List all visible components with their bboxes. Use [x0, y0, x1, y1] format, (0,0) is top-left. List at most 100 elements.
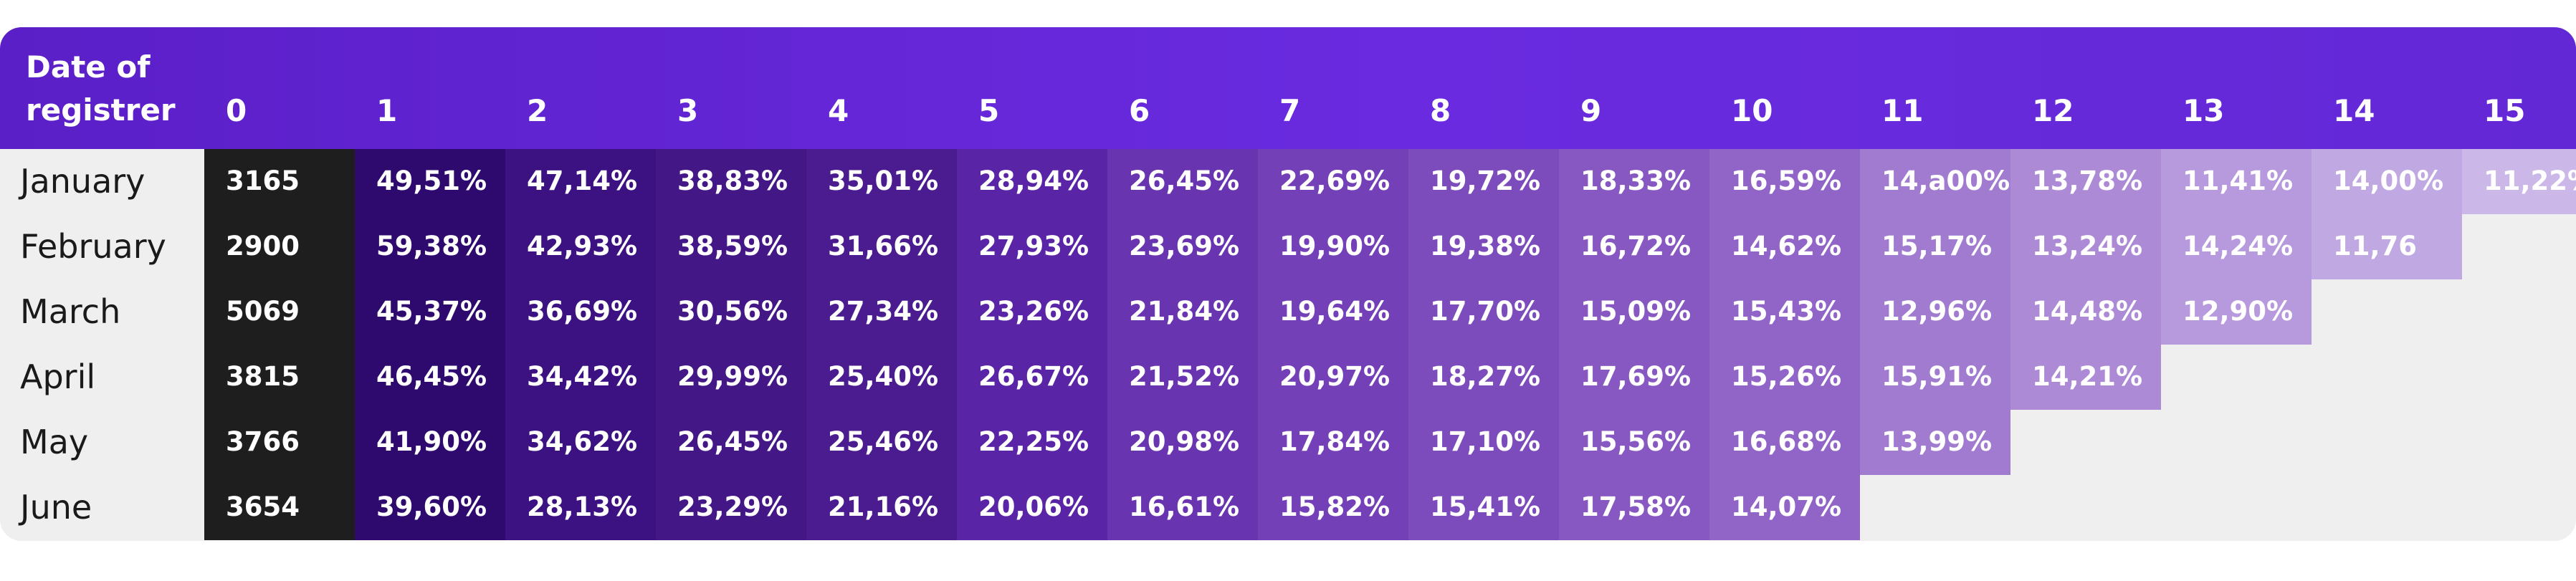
cohort-size-cell: 3766 — [204, 410, 355, 475]
retention-cell: 14,48% — [2010, 279, 2161, 345]
retention-cell: 14,24% — [2161, 214, 2312, 279]
header-date-of-registrer: Date of registrer — [26, 49, 176, 128]
column-header-1: 1 — [376, 93, 398, 128]
retention-cell: 11,41% — [2161, 149, 2312, 214]
retention-cell: 15,41% — [1408, 475, 1559, 540]
retention-cell: 12,90% — [2161, 279, 2312, 345]
retention-cell: 20,06% — [957, 475, 1107, 540]
retention-cell: 15,17% — [1860, 214, 2010, 279]
retention-cell: 16,61% — [1107, 475, 1258, 540]
retention-cell: 14,21% — [2010, 345, 2161, 410]
retention-cell: 27,93% — [957, 214, 1107, 279]
row-label-january: January — [20, 162, 146, 201]
column-header-8: 8 — [1430, 93, 1451, 128]
retention-cohort-table: Date of registrer 0 1 2 3 4 5 6 7 8 9 10 11 12 13 14 15… — [0, 27, 2576, 541]
retention-cell: 25,46% — [806, 410, 957, 475]
row-label-march: March — [20, 292, 121, 331]
retention-cell: 28,94% — [957, 149, 1107, 214]
retention-cell: 17,69% — [1559, 345, 1709, 410]
row-label-june: June — [20, 488, 92, 527]
retention-cell: 15,91% — [1860, 345, 2010, 410]
retention-cell: 19,72% — [1408, 149, 1559, 214]
retention-cell: 38,59% — [656, 214, 806, 279]
retention-cell: 23,69% — [1107, 214, 1258, 279]
retention-cell: 42,93% — [505, 214, 656, 279]
column-header-15: 15 — [2484, 93, 2526, 128]
retention-cell: 15,82% — [1258, 475, 1408, 540]
retention-cell: 16,72% — [1559, 214, 1709, 279]
retention-cell: 20,98% — [1107, 410, 1258, 475]
column-header-7: 7 — [1279, 93, 1301, 128]
row-label-february: February — [20, 227, 166, 266]
retention-cell: 18,27% — [1408, 345, 1559, 410]
retention-cell: 36,69% — [505, 279, 656, 345]
column-header-9: 9 — [1580, 93, 1602, 128]
retention-cell: 15,56% — [1559, 410, 1709, 475]
retention-cell: 11,76 — [2312, 214, 2462, 279]
column-header-6: 6 — [1129, 93, 1150, 128]
retention-cell: 34,62% — [505, 410, 656, 475]
cohort-size-cell: 3815 — [204, 345, 355, 410]
retention-cell: 14,00% — [2312, 149, 2462, 214]
column-header-11: 11 — [1881, 93, 1924, 128]
retention-cell: 22,69% — [1258, 149, 1408, 214]
retention-cell: 34,42% — [505, 345, 656, 410]
column-header-5: 5 — [978, 93, 1000, 128]
retention-cell: 23,26% — [957, 279, 1107, 345]
retention-cell: 14,07% — [1709, 475, 1860, 540]
retention-cell: 26,45% — [1107, 149, 1258, 214]
column-header-4: 4 — [828, 93, 849, 128]
retention-cell: 45,37% — [355, 279, 505, 345]
retention-cell: 39,60% — [355, 475, 505, 540]
retention-cell: 20,97% — [1258, 345, 1408, 410]
retention-cell: 21,52% — [1107, 345, 1258, 410]
column-header-2: 2 — [527, 93, 548, 128]
column-header-14: 14 — [2333, 93, 2375, 128]
column-header-3: 3 — [677, 93, 699, 128]
column-header-12: 12 — [2032, 93, 2074, 128]
retention-cell: 17,70% — [1408, 279, 1559, 345]
retention-cell: 30,56% — [656, 279, 806, 345]
retention-cell: 28,13% — [505, 475, 656, 540]
cohort-size-cell: 3654 — [204, 475, 355, 540]
retention-cell: 14,62% — [1709, 214, 1860, 279]
retention-cell: 17,84% — [1258, 410, 1408, 475]
retention-cell: 16,59% — [1709, 149, 1860, 214]
retention-cell: 21,16% — [806, 475, 957, 540]
retention-cell: 31,66% — [806, 214, 957, 279]
retention-cell: 14,a00% — [1860, 149, 2010, 214]
retention-cell: 35,01% — [806, 149, 957, 214]
retention-cell: 23,29% — [656, 475, 806, 540]
row-label-may: May — [20, 423, 89, 461]
row-label-april: April — [20, 357, 96, 396]
retention-cell: 22,25% — [957, 410, 1107, 475]
retention-cell: 17,10% — [1408, 410, 1559, 475]
retention-cell: 41,90% — [355, 410, 505, 475]
cohort-size-cell: 5069 — [204, 279, 355, 345]
retention-cell: 15,09% — [1559, 279, 1709, 345]
retention-cell: 15,43% — [1709, 279, 1860, 345]
retention-cell: 46,45% — [355, 345, 505, 410]
retention-cell: 26,45% — [656, 410, 806, 475]
retention-cell: 19,38% — [1408, 214, 1559, 279]
column-header-13: 13 — [2183, 93, 2225, 128]
retention-cell: 27,34% — [806, 279, 957, 345]
retention-cell: 18,33% — [1559, 149, 1709, 214]
retention-cell: 15,26% — [1709, 345, 1860, 410]
column-header-10: 10 — [1731, 93, 1773, 128]
table-header: Date of registrer 0 1 2 3 4 5 6 7 8 9 10 11 12 13 14 15 — [0, 27, 2576, 149]
retention-cell: 11,22% — [2462, 149, 2576, 214]
retention-cell: 25,40% — [806, 345, 957, 410]
retention-cell: 21,84% — [1107, 279, 1258, 345]
retention-cell: 19,64% — [1258, 279, 1408, 345]
retention-cell: 49,51% — [355, 149, 505, 214]
retention-cell: 13,24% — [2010, 214, 2161, 279]
cohort-size-cell: 3165 — [204, 149, 355, 214]
retention-cell: 59,38% — [355, 214, 505, 279]
cohort-size-cell: 2900 — [204, 214, 355, 279]
retention-cell: 38,83% — [656, 149, 806, 214]
column-header-0: 0 — [226, 93, 247, 128]
retention-cell: 13,99% — [1860, 410, 2010, 475]
retention-cell: 47,14% — [505, 149, 656, 214]
retention-cell: 13,78% — [2010, 149, 2161, 214]
